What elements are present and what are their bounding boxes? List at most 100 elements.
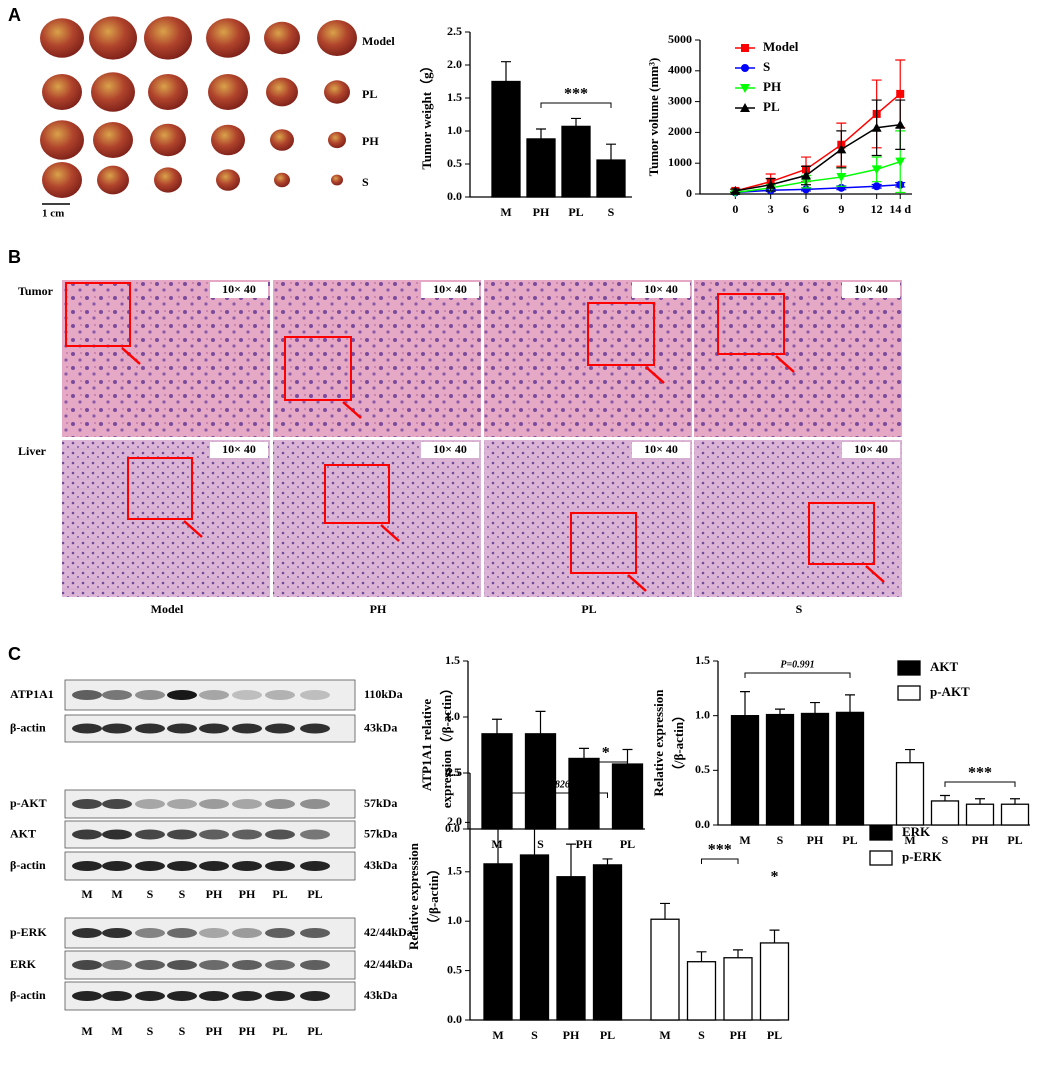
band: [167, 723, 197, 734]
x-tick-label: S: [942, 833, 949, 847]
bar: [596, 159, 626, 198]
x-tick-label: PH: [730, 1028, 747, 1042]
chart: 0 1000 2000 3000 4000 5000 Tumor volume (mm³) 0…: [646, 32, 912, 216]
marker: [871, 165, 882, 175]
legend-swatch: [897, 685, 921, 701]
y-tick-label: 5000: [668, 32, 692, 46]
x-tick-label: PL: [1007, 833, 1022, 847]
y-tick-label: 0.0: [445, 821, 460, 835]
size-label: 43kDa: [364, 720, 397, 734]
error-bar: [975, 798, 985, 805]
band: [300, 829, 330, 840]
x-tick-label: 0: [732, 202, 738, 216]
chart: 0.0 0.5 1.0 1.5 2.0 2.5 Relative expression （/β…: [406, 765, 943, 1042]
y-tick-label: 2.0: [447, 57, 462, 71]
tumor: [93, 122, 133, 158]
roi: [587, 302, 655, 366]
band: [199, 829, 229, 840]
column-label: S: [796, 602, 803, 616]
marker: [730, 185, 741, 195]
band: [102, 799, 132, 809]
magnification: 10× 40: [222, 282, 256, 296]
bar: [930, 800, 960, 826]
y-tick-label: 2.0: [447, 814, 462, 828]
size-label: 43kDa: [364, 988, 397, 1002]
legend-marker: [740, 84, 750, 93]
legend-marker: [740, 103, 750, 112]
band: [300, 723, 330, 734]
error-bar: [1010, 798, 1020, 805]
error-bar: [535, 710, 546, 734]
band: [232, 799, 262, 809]
column-label: PL: [581, 602, 596, 616]
annotation: P=0.991: [780, 659, 814, 670]
mag-box: [632, 442, 690, 458]
lane-label: M: [111, 1024, 122, 1038]
arrow: [121, 347, 141, 365]
magnification: 10× 40: [644, 442, 678, 456]
y-tick-label: 0.5: [447, 962, 462, 976]
x-tick-label: S: [531, 1028, 538, 1042]
band: [102, 861, 132, 871]
tumor: [144, 16, 192, 60]
x-tick-label: PH: [563, 1028, 580, 1042]
band: [102, 928, 132, 938]
error-bar: [606, 143, 616, 161]
y-axis-label: Relative expression: [406, 842, 421, 950]
legend-label: AKT: [930, 659, 959, 674]
row-label: Tumor: [18, 284, 54, 298]
y-axis-label: expression（/β-actin）: [439, 682, 454, 809]
y-tick-label: 0.0: [447, 1012, 462, 1026]
y-tick-label: 1.0: [447, 913, 462, 927]
bracket: [701, 858, 739, 864]
row-label: Liver: [18, 444, 47, 458]
histology: Tumor 10× 40 10× 40 10× 40 10× 40 Liver 10× 40…: [18, 280, 902, 616]
bar: [592, 864, 623, 1021]
x-tick-label: 14 d: [889, 202, 911, 216]
error-bar: [492, 718, 502, 734]
x-tick-label: 3: [768, 202, 774, 216]
column-label: Model: [151, 602, 184, 616]
y-tick-label: 0.0: [695, 817, 710, 831]
tumor: [211, 124, 245, 156]
bracket: [583, 761, 628, 767]
tumor: [208, 74, 248, 110]
marker: [836, 173, 847, 183]
band: [265, 799, 295, 809]
band: [72, 690, 102, 700]
x-tick-label: 12: [871, 202, 883, 216]
annotation: ***: [968, 765, 992, 782]
lane-label: S: [179, 1024, 186, 1038]
lane-label: PL: [272, 887, 287, 901]
tumor: [206, 18, 250, 58]
row-label: PH: [362, 134, 379, 148]
protein-label: β-actin: [10, 988, 46, 1002]
band: [232, 991, 262, 1001]
band: [232, 829, 262, 840]
error-bar: [740, 691, 750, 716]
lane-label: S: [179, 887, 186, 901]
legend-marker: [741, 64, 749, 72]
magnification: 10× 40: [644, 282, 678, 296]
band: [232, 690, 262, 700]
bracket: [540, 102, 612, 108]
legend-label: PH: [763, 79, 781, 94]
tumor: [274, 172, 290, 188]
size-label: 42/44kDa: [364, 925, 413, 939]
bracket: [497, 792, 608, 798]
bar: [524, 733, 557, 830]
bar: [481, 733, 513, 830]
annotation: *: [771, 869, 779, 886]
micrograph: [273, 280, 481, 437]
band: [167, 829, 197, 840]
chart: 0.0 0.5 1.0 1.5 2.0 2.5 Tumor weight（g） M PH PL S *…: [419, 24, 632, 219]
x-tick-label: M: [739, 833, 750, 847]
tumor: [91, 72, 135, 112]
lane-label: PL: [272, 1024, 287, 1038]
size-label: 57kDa: [364, 826, 397, 840]
x-tick-label: PL: [842, 833, 857, 847]
protein-label: ATP1A1: [10, 687, 54, 701]
mag-box: [842, 442, 900, 458]
band: [199, 960, 229, 970]
